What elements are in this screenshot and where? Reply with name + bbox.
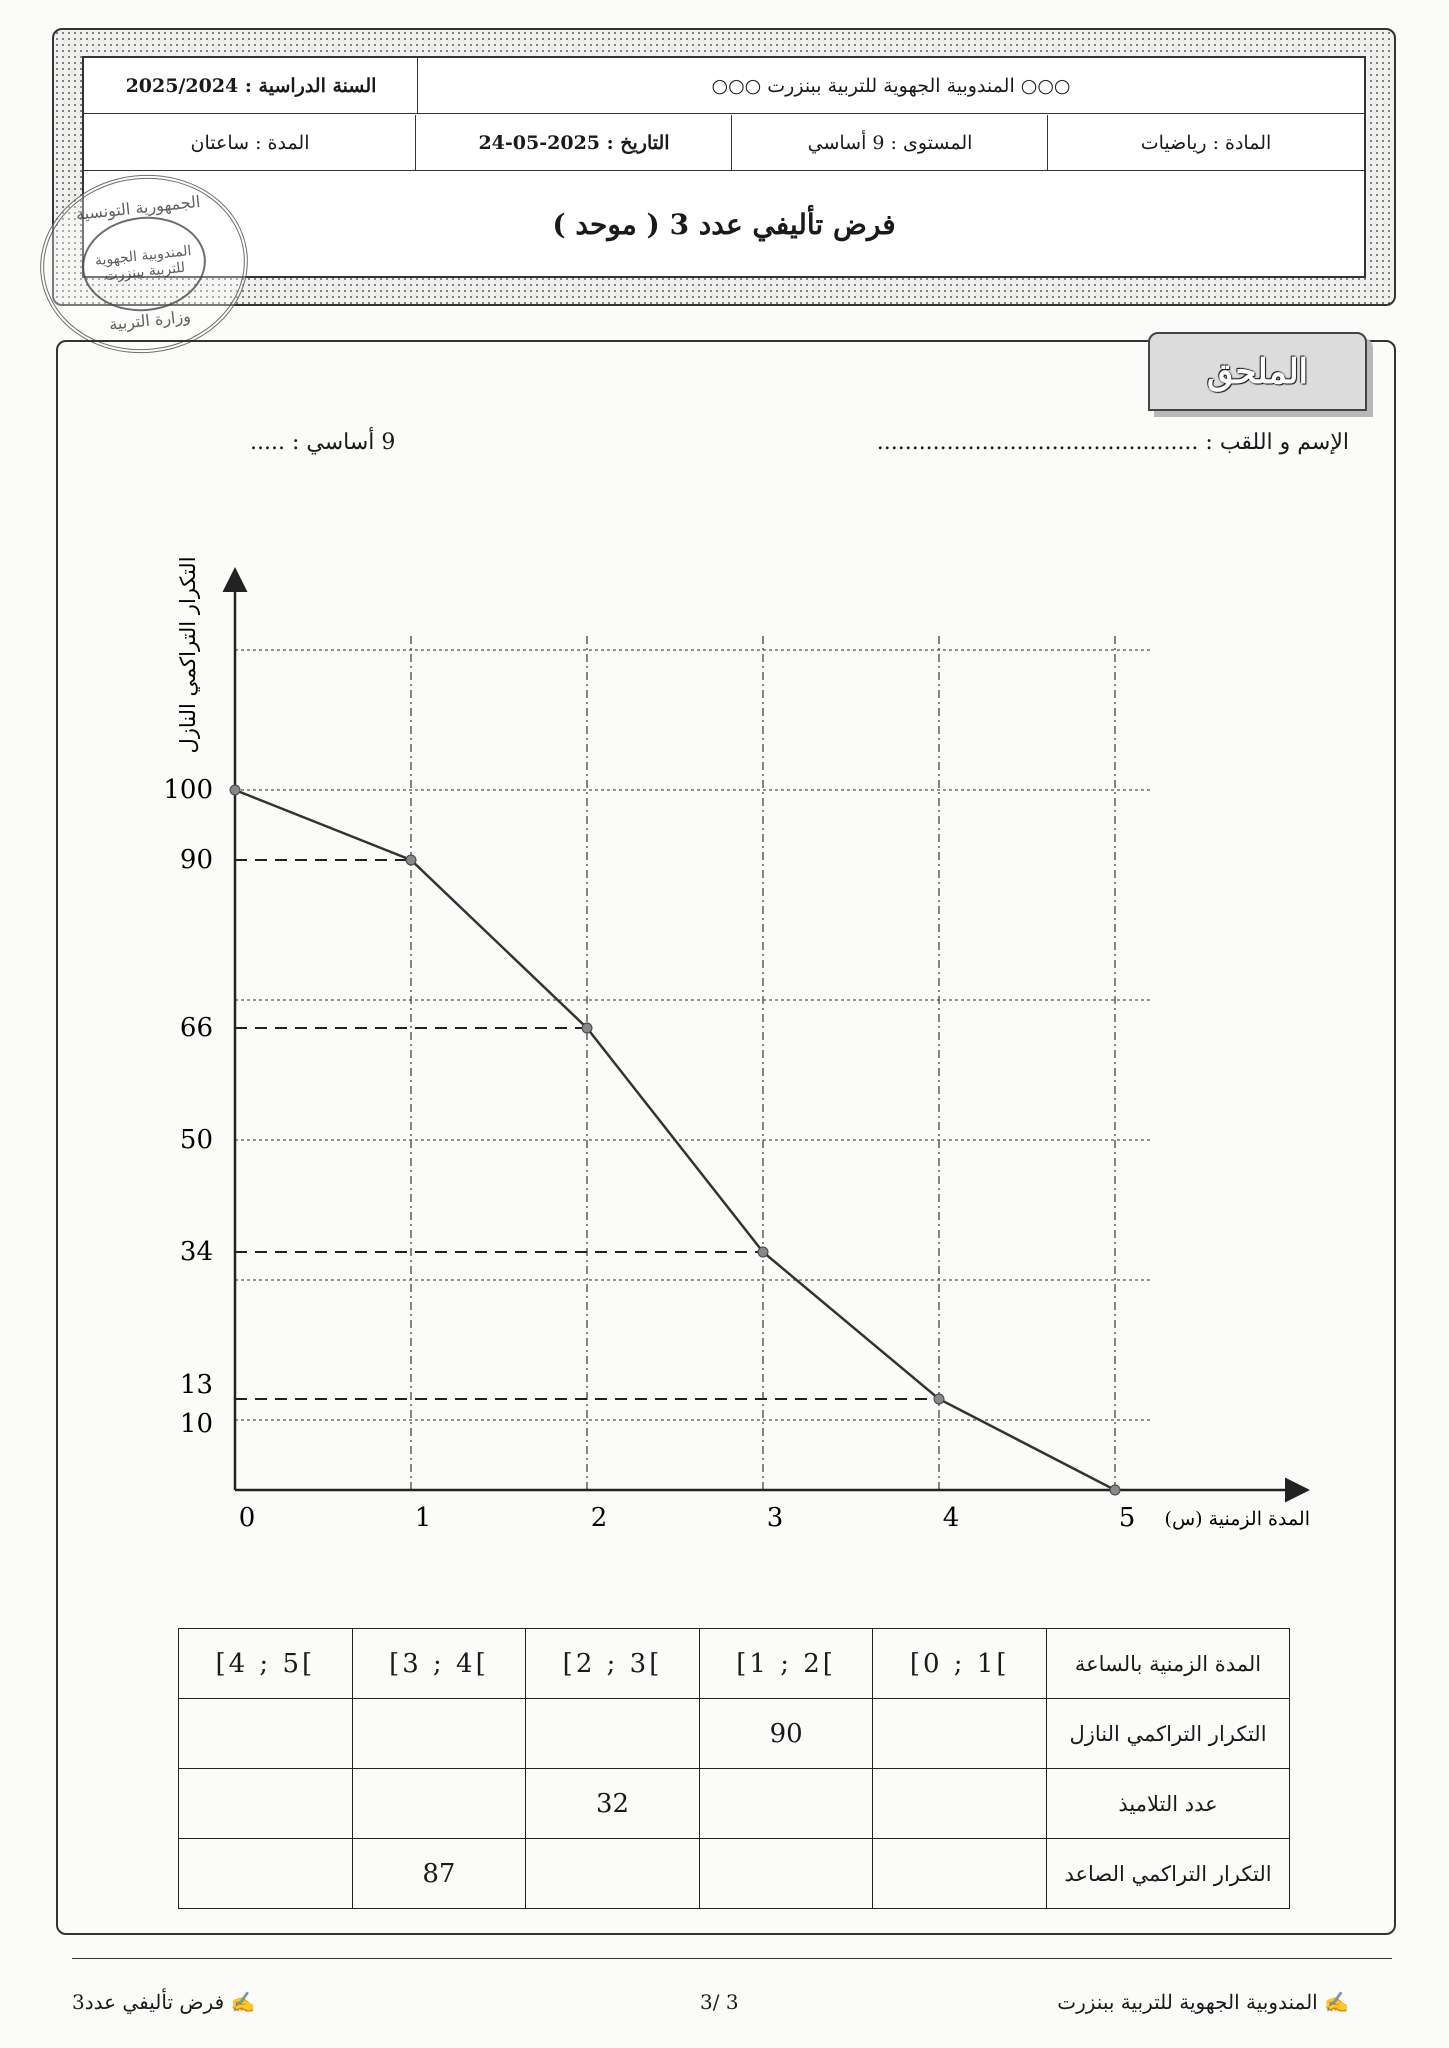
footer-page-number: 3 /3 <box>700 1990 739 2014</box>
subject-cell: المادة : رياضيات <box>1047 115 1364 170</box>
y-tick-10: 10 <box>180 1409 213 1439</box>
y-tick-labels: 100 90 66 50 34 13 10 <box>163 775 213 1439</box>
table-cell[interactable] <box>178 1838 353 1909</box>
horizontal-grid <box>235 649 1151 1421</box>
data-point-4 <box>933 1393 945 1405</box>
level-cell: المستوى : 9 أساسي <box>731 115 1048 170</box>
data-point-2 <box>581 1022 593 1034</box>
exam-title: فرض تأليفي عدد 3 ( موحد ) <box>552 207 896 241</box>
table-cell[interactable] <box>525 1698 700 1769</box>
school-year-cell: السنة الدراسية : 2025/2024 <box>125 74 377 97</box>
header-label: المدة الزمنية بالساعة <box>1046 1628 1290 1699</box>
table-cell[interactable] <box>872 1768 1047 1839</box>
footer-exam-name: ✍ فرض تأليفي عدد3 <box>72 1990 256 2014</box>
row-label: التكرار التراكمي الصاعد <box>1046 1838 1290 1909</box>
interval-header: [1 ; 2[ <box>698 1628 874 1699</box>
table-cell[interactable] <box>525 1838 700 1909</box>
annex-tab: الملحق <box>1148 332 1367 411</box>
series-line <box>234 788 1116 1492</box>
footer-institution: ✍ المندوبية الجهوية للتربية ببنزرت <box>1057 1990 1349 2014</box>
y-tick-66: 66 <box>180 1013 213 1043</box>
table-cell: 32 <box>525 1768 700 1839</box>
table-cell[interactable] <box>698 1768 874 1839</box>
x-tick-0: 0 <box>239 1503 256 1533</box>
x-tick-labels: 0 1 2 3 4 5 <box>239 1503 1136 1533</box>
vertical-grid <box>410 636 1116 1490</box>
table-cell[interactable] <box>178 1698 353 1769</box>
x-tick-1: 1 <box>415 1503 432 1533</box>
annex-frame <box>56 340 1396 1935</box>
x-axis-label: المدة الزمنية (س) <box>1165 1508 1310 1530</box>
data-point-1 <box>405 854 417 866</box>
interval-header: [2 ; 3[ <box>525 1628 700 1699</box>
table-header-row: المدة الزمنية بالساعة [0 ; 1[[1 ; 2[[2 ; … <box>178 1628 1290 1699</box>
table-cell[interactable] <box>351 1698 527 1769</box>
data-point-3 <box>757 1246 769 1258</box>
y-tick-50: 50 <box>180 1125 213 1155</box>
table-row: التكرار التراكمي النازل 90 <box>178 1698 1290 1769</box>
x-tick-2: 2 <box>591 1503 608 1533</box>
table-cell: 87 <box>351 1838 527 1909</box>
table-cell[interactable] <box>178 1768 353 1839</box>
date-cell: التاريخ : 2025-05-24 <box>415 115 732 170</box>
y-tick-13: 13 <box>180 1370 213 1400</box>
footer-divider <box>72 1958 1392 1959</box>
y-tick-100: 100 <box>163 775 213 805</box>
table-row: عدد التلاميذ 32 <box>178 1768 1290 1839</box>
row-label: التكرار التراكمي النازل <box>1046 1698 1290 1769</box>
table-cell: 90 <box>698 1698 874 1769</box>
frequency-table: المدة الزمنية بالساعة [0 ; 1[[1 ; 2[[2 ; … <box>178 1628 1290 1909</box>
y-tick-90: 90 <box>180 845 213 875</box>
institution-cell: ○○○ المندوبية الجهوية للتربية ببنزرت ○○○ <box>417 58 1364 113</box>
dashed-guides <box>235 859 939 1400</box>
student-class-field[interactable]: 9 أساسي : ..... <box>250 430 396 455</box>
table-cell[interactable] <box>872 1838 1047 1909</box>
interval-header: [0 ; 1[ <box>872 1628 1047 1699</box>
data-point-5 <box>1109 1484 1121 1496</box>
table-cell[interactable] <box>351 1768 527 1839</box>
header-row-1: ○○○ المندوبية الجهوية للتربية ببنزرت ○○○… <box>84 58 1364 114</box>
x-tick-5: 5 <box>1119 1503 1136 1533</box>
data-point-0 <box>229 784 241 796</box>
data-points <box>229 784 1121 1496</box>
interval-header: [4 ; 5[ <box>178 1628 353 1699</box>
y-tick-34: 34 <box>180 1237 213 1267</box>
interval-header: [3 ; 4[ <box>351 1628 527 1699</box>
row-label: عدد التلاميذ <box>1046 1768 1290 1839</box>
duration-cell: المدة : ساعتان <box>190 131 310 154</box>
x-tick-4: 4 <box>943 1503 960 1533</box>
header-table: ○○○ المندوبية الجهوية للتربية ببنزرت ○○○… <box>82 56 1366 278</box>
table-cell[interactable] <box>698 1838 874 1909</box>
table-row: التكرار التراكمي الصاعد 87 <box>178 1838 1290 1909</box>
header-row-2: المادة : رياضيات المستوى : 9 أساسي التار… <box>84 115 1364 171</box>
table-cell[interactable] <box>872 1698 1047 1769</box>
student-name-field[interactable]: الإسم و اللقب : ........................… <box>876 430 1349 455</box>
y-axis-label: التكرار التراكمي النازل <box>176 556 201 753</box>
x-tick-3: 3 <box>767 1503 784 1533</box>
